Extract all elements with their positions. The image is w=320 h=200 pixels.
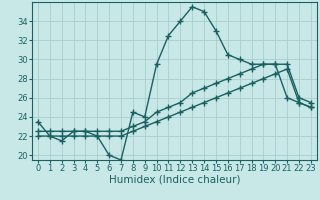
X-axis label: Humidex (Indice chaleur): Humidex (Indice chaleur) (109, 175, 240, 185)
